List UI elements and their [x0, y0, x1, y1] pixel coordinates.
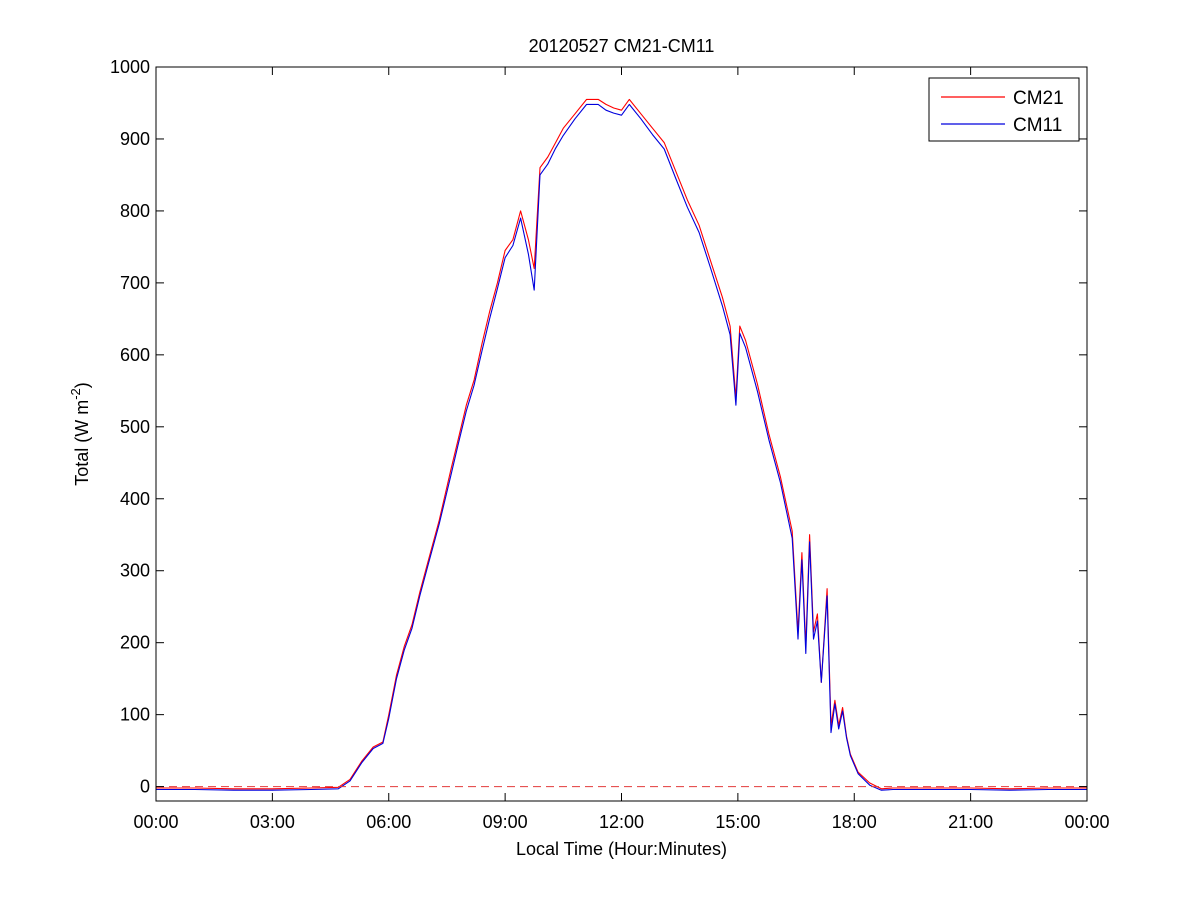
- y-tick-label: 0: [140, 777, 150, 797]
- y-axis-label: Total (W m-2): [68, 382, 92, 486]
- x-axis: 00:00 03:00 06:00 09:00 12:00 15:00 18:00 21:00…: [133, 67, 1110, 832]
- y-tick-label: 500: [120, 417, 150, 437]
- y-tick-label: 100: [120, 705, 150, 725]
- axes-background: [156, 67, 1087, 801]
- x-tick-label: 09:00: [483, 812, 528, 832]
- y-tick-label: 700: [120, 273, 150, 293]
- x-tick-label: 21:00: [948, 812, 993, 832]
- y-tick-label: 300: [120, 561, 150, 581]
- legend-label-cm21: CM21: [1013, 88, 1064, 109]
- y-tick-label: 200: [120, 633, 150, 653]
- x-tick-label: 00:00: [133, 812, 178, 832]
- y-axis-label-superscript: -2: [68, 388, 83, 400]
- x-tick-label: 18:00: [832, 812, 877, 832]
- x-axis-label: Local Time (Hour:Minutes): [516, 839, 727, 859]
- x-tick-label: 12:00: [599, 812, 644, 832]
- y-tick-label: 900: [120, 129, 150, 149]
- chart-title: 20120527 CM21-CM11: [529, 36, 715, 56]
- plot-area: [156, 67, 1087, 801]
- x-tick-label: 15:00: [715, 812, 760, 832]
- x-tick-label: 03:00: [250, 812, 295, 832]
- y-tick-label: 600: [120, 345, 150, 365]
- y-axis-label-close: ): [72, 382, 92, 388]
- y-tick-label: 1000: [110, 57, 150, 77]
- y-axis: 0 100 200 300 400 500 600 700 800 900 1000: [110, 57, 1087, 797]
- x-tick-label: 06:00: [366, 812, 411, 832]
- legend: CM21 CM11: [928, 77, 1080, 142]
- series-layer: [156, 98, 1087, 791]
- series-line-cm11: [156, 103, 1087, 791]
- legend-box: [928, 77, 1080, 142]
- y-axis-label-main: Total (W m: [72, 400, 92, 486]
- y-tick-label: 400: [120, 489, 150, 509]
- y-tick-label: 800: [120, 201, 150, 221]
- legend-label-cm11: CM11: [1013, 115, 1062, 136]
- x-tick-label: 00:00: [1064, 812, 1109, 832]
